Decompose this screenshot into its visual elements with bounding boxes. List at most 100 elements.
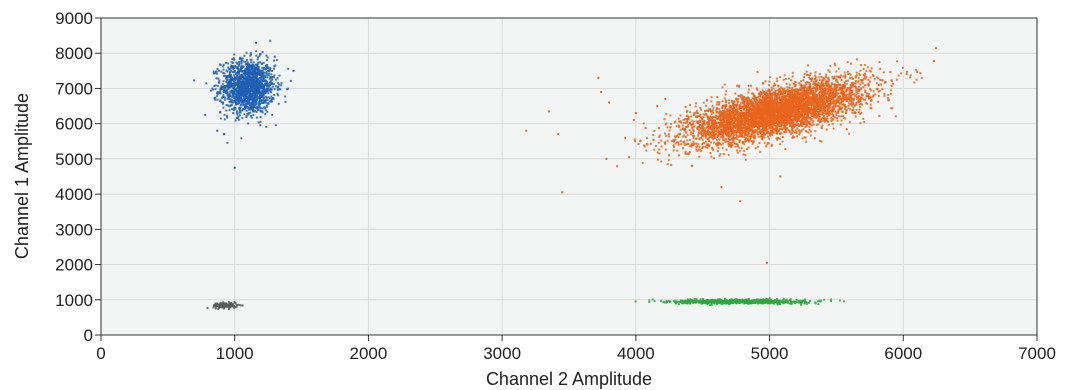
data-point [857, 77, 860, 80]
data-point [901, 66, 904, 69]
data-point [258, 87, 260, 90]
data-point [245, 94, 248, 96]
data-point [644, 126, 647, 129]
data-point [226, 104, 229, 107]
data-point [712, 106, 715, 109]
data-point [658, 152, 661, 155]
data-point [249, 81, 252, 84]
data-point [237, 64, 240, 67]
data-point [721, 118, 723, 121]
data-point [249, 54, 252, 57]
data-point [716, 122, 719, 125]
data-point [827, 96, 830, 99]
outlier-point [255, 41, 258, 44]
data-point [698, 155, 701, 158]
data-point [851, 111, 854, 114]
data-point [750, 135, 753, 138]
data-point [849, 73, 852, 76]
data-point [230, 64, 233, 67]
data-point [674, 138, 677, 141]
data-point [246, 87, 249, 90]
data-point [838, 88, 841, 91]
data-point [715, 118, 718, 120]
data-point [241, 94, 244, 97]
data-point [842, 90, 845, 93]
data-point [746, 148, 749, 150]
data-point [222, 102, 224, 105]
data-point [806, 88, 809, 90]
data-point [779, 76, 782, 78]
data-point [249, 66, 252, 69]
data-point [722, 153, 725, 156]
data-point [825, 89, 828, 92]
data-point [213, 72, 215, 75]
data-point [237, 100, 240, 103]
data-point [220, 70, 223, 73]
data-point [815, 123, 818, 126]
data-point [715, 144, 718, 147]
data-point [250, 61, 253, 64]
data-point [235, 61, 238, 64]
data-point [726, 126, 729, 129]
data-point [250, 83, 253, 86]
data-point [717, 142, 720, 145]
data-point [261, 90, 264, 92]
data-point [806, 107, 809, 110]
data-point [847, 107, 850, 110]
data-point [653, 148, 656, 151]
data-point [269, 89, 272, 92]
data-point [226, 87, 229, 90]
data-point [278, 83, 280, 86]
data-point [710, 133, 713, 136]
data-point [259, 120, 262, 123]
data-point [233, 306, 236, 309]
data-point [255, 67, 258, 70]
data-point [231, 62, 234, 64]
data-point [230, 61, 233, 64]
data-point [864, 91, 867, 94]
data-point [730, 144, 733, 147]
data-point [848, 100, 851, 102]
data-point [854, 112, 857, 114]
data-point [694, 105, 697, 108]
data-point [828, 78, 831, 81]
data-point [778, 137, 781, 140]
data-point [780, 132, 783, 135]
data-point [739, 126, 742, 129]
data-point [848, 90, 851, 92]
data-point [839, 123, 842, 126]
data-point [260, 76, 263, 79]
data-point [234, 81, 237, 84]
data-point [728, 106, 731, 109]
data-point [226, 70, 229, 73]
data-point [222, 94, 225, 97]
data-point [865, 70, 868, 73]
data-point [699, 132, 702, 135]
data-point [230, 75, 233, 78]
data-point [258, 103, 261, 105]
data-point [687, 123, 690, 126]
data-point [686, 109, 689, 112]
data-point [730, 132, 732, 135]
data-point [230, 302, 233, 305]
data-point [240, 62, 243, 65]
data-point [875, 82, 878, 85]
data-point [214, 307, 217, 310]
data-point [897, 74, 900, 77]
data-point [728, 102, 731, 105]
data-point [835, 112, 838, 115]
data-point [257, 82, 260, 84]
data-point [254, 80, 257, 83]
data-point [813, 115, 816, 117]
data-point [812, 123, 815, 126]
data-point [790, 90, 793, 92]
data-point [766, 143, 769, 146]
data-point [616, 165, 618, 168]
data-point [244, 75, 247, 78]
data-point [765, 123, 768, 126]
data-point [731, 115, 734, 118]
data-point [253, 83, 256, 86]
data-point [268, 68, 271, 71]
data-point [656, 151, 659, 154]
data-point [842, 75, 845, 78]
